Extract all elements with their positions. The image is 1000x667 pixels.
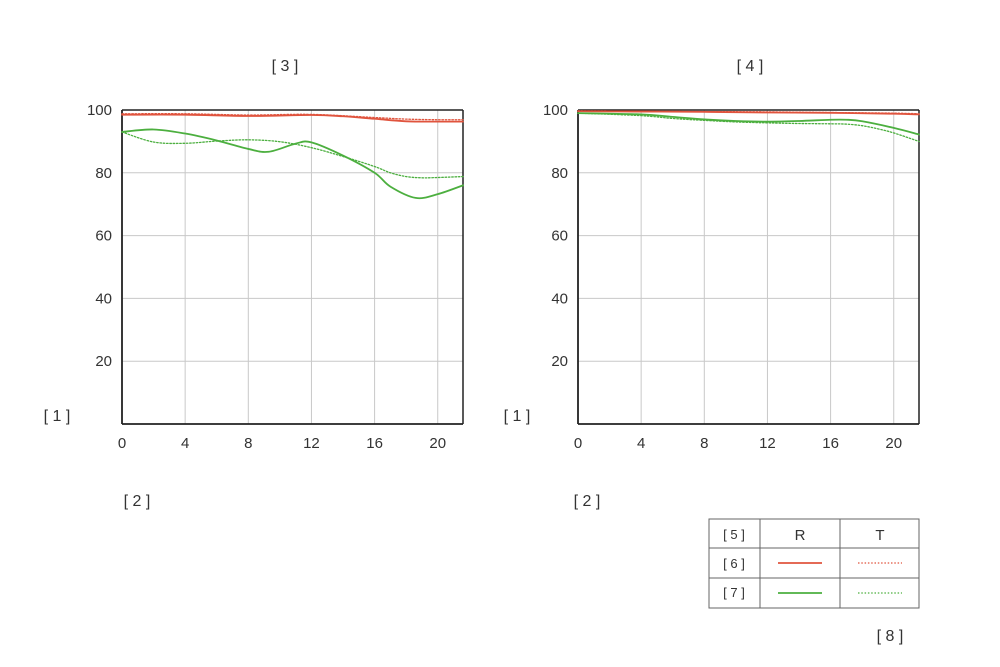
y-tick-label: 80 — [95, 165, 112, 182]
series-line-green-dotted — [121, 131, 464, 179]
legend-header-ref: [ 5 ] — [723, 527, 745, 542]
legend-col-t: T — [875, 527, 884, 544]
y-tick-label: 60 — [95, 228, 112, 245]
series-line-green-solid — [577, 112, 920, 136]
y-tick-label: 20 — [95, 353, 112, 370]
x-tick-label: 16 — [822, 435, 839, 452]
series-line-red-dotted — [121, 113, 464, 121]
legend-table: [ 5 ] R T [ 6 ] [ 7 ] — [708, 518, 920, 609]
x-tick-label: 12 — [303, 435, 320, 452]
legend-row2-ref: [ 7 ] — [723, 585, 745, 600]
x-tick-label: 20 — [429, 435, 446, 452]
x-tick-label: 8 — [244, 435, 252, 452]
y-tick-label: 20 — [551, 353, 568, 370]
y-tick-label: 60 — [551, 228, 568, 245]
x-tick-label: 16 — [366, 435, 383, 452]
left-chart-title: [ 3 ] — [272, 58, 299, 75]
y-tick-label: 40 — [95, 290, 112, 307]
series-line-red-dotted — [577, 110, 920, 115]
series-line-green-dotted — [577, 112, 920, 143]
legend-row1-ref: [ 6 ] — [723, 556, 745, 571]
left-mtf-chart: 0 4 8 12 16 20 20 40 60 80 100 — [87, 102, 464, 452]
y-tick-label: 100 — [87, 102, 112, 119]
footer-ref: [ 8 ] — [877, 628, 904, 645]
x-tick-label: 8 — [700, 435, 708, 452]
right-chart-title: [ 4 ] — [737, 58, 764, 75]
x-tick-label: 4 — [637, 435, 645, 452]
legend-col-r: R — [795, 527, 806, 544]
x-tick-label: 4 — [181, 435, 189, 452]
left-x-axis-label: [ 2 ] — [124, 493, 151, 510]
x-tick-label: 12 — [759, 435, 776, 452]
legend-border — [708, 518, 920, 609]
x-tick-label: 0 — [574, 435, 582, 452]
right-mtf-chart: 0 4 8 12 16 20 20 40 60 80 100 — [543, 102, 920, 452]
y-tick-label: 80 — [551, 165, 568, 182]
left-y-axis-label: [ 1 ] — [44, 408, 71, 425]
x-tick-label: 20 — [885, 435, 902, 452]
y-tick-label: 40 — [551, 290, 568, 307]
series-line-red-solid — [121, 113, 464, 123]
x-tick-label: 0 — [118, 435, 126, 452]
series-line-green-solid — [121, 128, 464, 200]
right-x-axis-label: [ 2 ] — [574, 493, 601, 510]
right-y-axis-label: [ 1 ] — [504, 408, 531, 425]
y-tick-label: 100 — [543, 102, 568, 119]
